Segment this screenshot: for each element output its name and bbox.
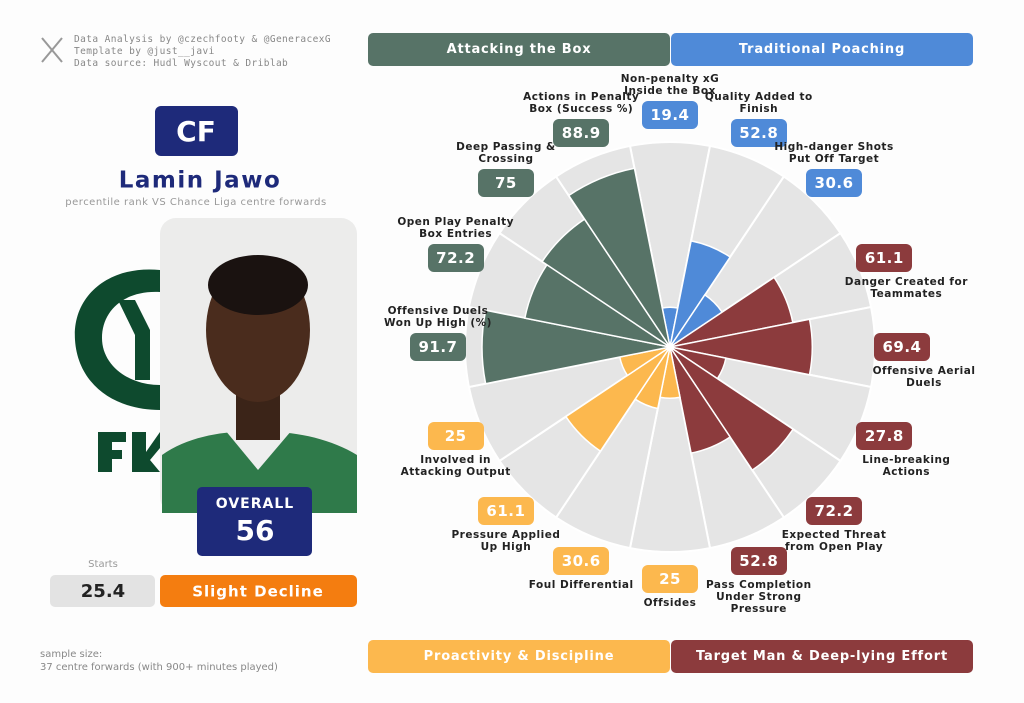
value-label: 19.4: [642, 101, 698, 129]
value-label: 69.4: [874, 333, 930, 361]
position-box: [155, 106, 238, 156]
group-header: Proactivity & Discipline: [368, 640, 670, 673]
bar: [669, 318, 814, 376]
value-label: 61.1: [477, 497, 534, 526]
category-label: Non-penalty xG Inside the Box: [620, 73, 720, 97]
value-label: 25: [427, 421, 484, 450]
overall-box: [197, 487, 312, 556]
group-header: Attacking the Box: [368, 33, 670, 66]
starts-box: [50, 575, 155, 607]
trend-box: [160, 575, 357, 607]
category-label: High-danger Shots Put Off Target: [774, 140, 894, 165]
club-logo: [74, 269, 160, 472]
value-label: 72.2: [427, 244, 484, 273]
category-label: Expected Threat from Open Play: [781, 529, 887, 554]
category-label: Pressure Applied Up High: [451, 529, 561, 554]
player-name: Lamin Jawo: [119, 168, 282, 194]
category-label: Deep Passing & Crossing: [456, 140, 556, 165]
starts-value: 25.4: [81, 581, 125, 602]
category-label: Involved in Attacking Output: [400, 453, 511, 478]
overall-value: 56: [236, 514, 275, 547]
bar: [669, 239, 732, 348]
value-label: 27.8: [856, 421, 913, 450]
category-label: Pass Completion Under Strong Pressure: [706, 579, 812, 616]
value-label: 88.9: [553, 118, 610, 147]
credit: Template by @just__javi: [74, 46, 215, 57]
x-logo: [41, 37, 63, 63]
subtitle: percentile rank VS Chance Liga centre fo…: [65, 197, 326, 208]
category-label: Line-breaking Actions: [862, 453, 951, 478]
value-label: 75: [477, 168, 534, 197]
value-label: 30.6: [553, 547, 610, 576]
credit: Data Analysis by @czechfooty & @Generace…: [74, 34, 332, 45]
category-label: Offensive Aerial Duels: [872, 365, 976, 389]
value-label: 61.1: [856, 244, 913, 273]
sample-size: 37 centre forwards (with 900+ minutes pl…: [40, 662, 278, 673]
bar: [567, 167, 671, 348]
value-label: 52.8: [730, 547, 787, 576]
category-label: Offensive Duels Won Up High (%): [384, 305, 492, 329]
bar: [564, 346, 671, 453]
position: CF: [176, 115, 216, 148]
value-label: 25: [642, 565, 698, 593]
bar: [669, 346, 795, 472]
starts-label: Starts: [88, 559, 118, 570]
category-label: Actions in Penalty Box (Success %): [523, 90, 640, 115]
value-label: 72.2: [806, 497, 863, 526]
bar: [669, 346, 732, 455]
overall-label: OVERALL: [216, 496, 294, 512]
sample-size: sample size:: [40, 649, 102, 660]
trend: Slight Decline: [192, 583, 324, 601]
value-label: 30.6: [806, 168, 863, 197]
bar: [481, 309, 671, 385]
group-header: Target Man & Deep-lying Effort: [671, 640, 973, 673]
group-header: Traditional Poaching: [671, 33, 973, 66]
category-label: Quality Added to Finish: [704, 90, 813, 115]
category-label: Open Play Penalty Box Entries: [397, 216, 514, 241]
value-label: 91.7: [410, 333, 466, 361]
value-label: 52.8: [730, 118, 787, 147]
category-label: Offsides: [643, 597, 697, 609]
credit: Data source: Hudl Wyscout & Driblab: [74, 58, 289, 69]
category-label: Danger Created for Teammates: [844, 276, 968, 301]
category-label: Foul Differential: [528, 579, 634, 592]
center-dot: [667, 344, 673, 350]
